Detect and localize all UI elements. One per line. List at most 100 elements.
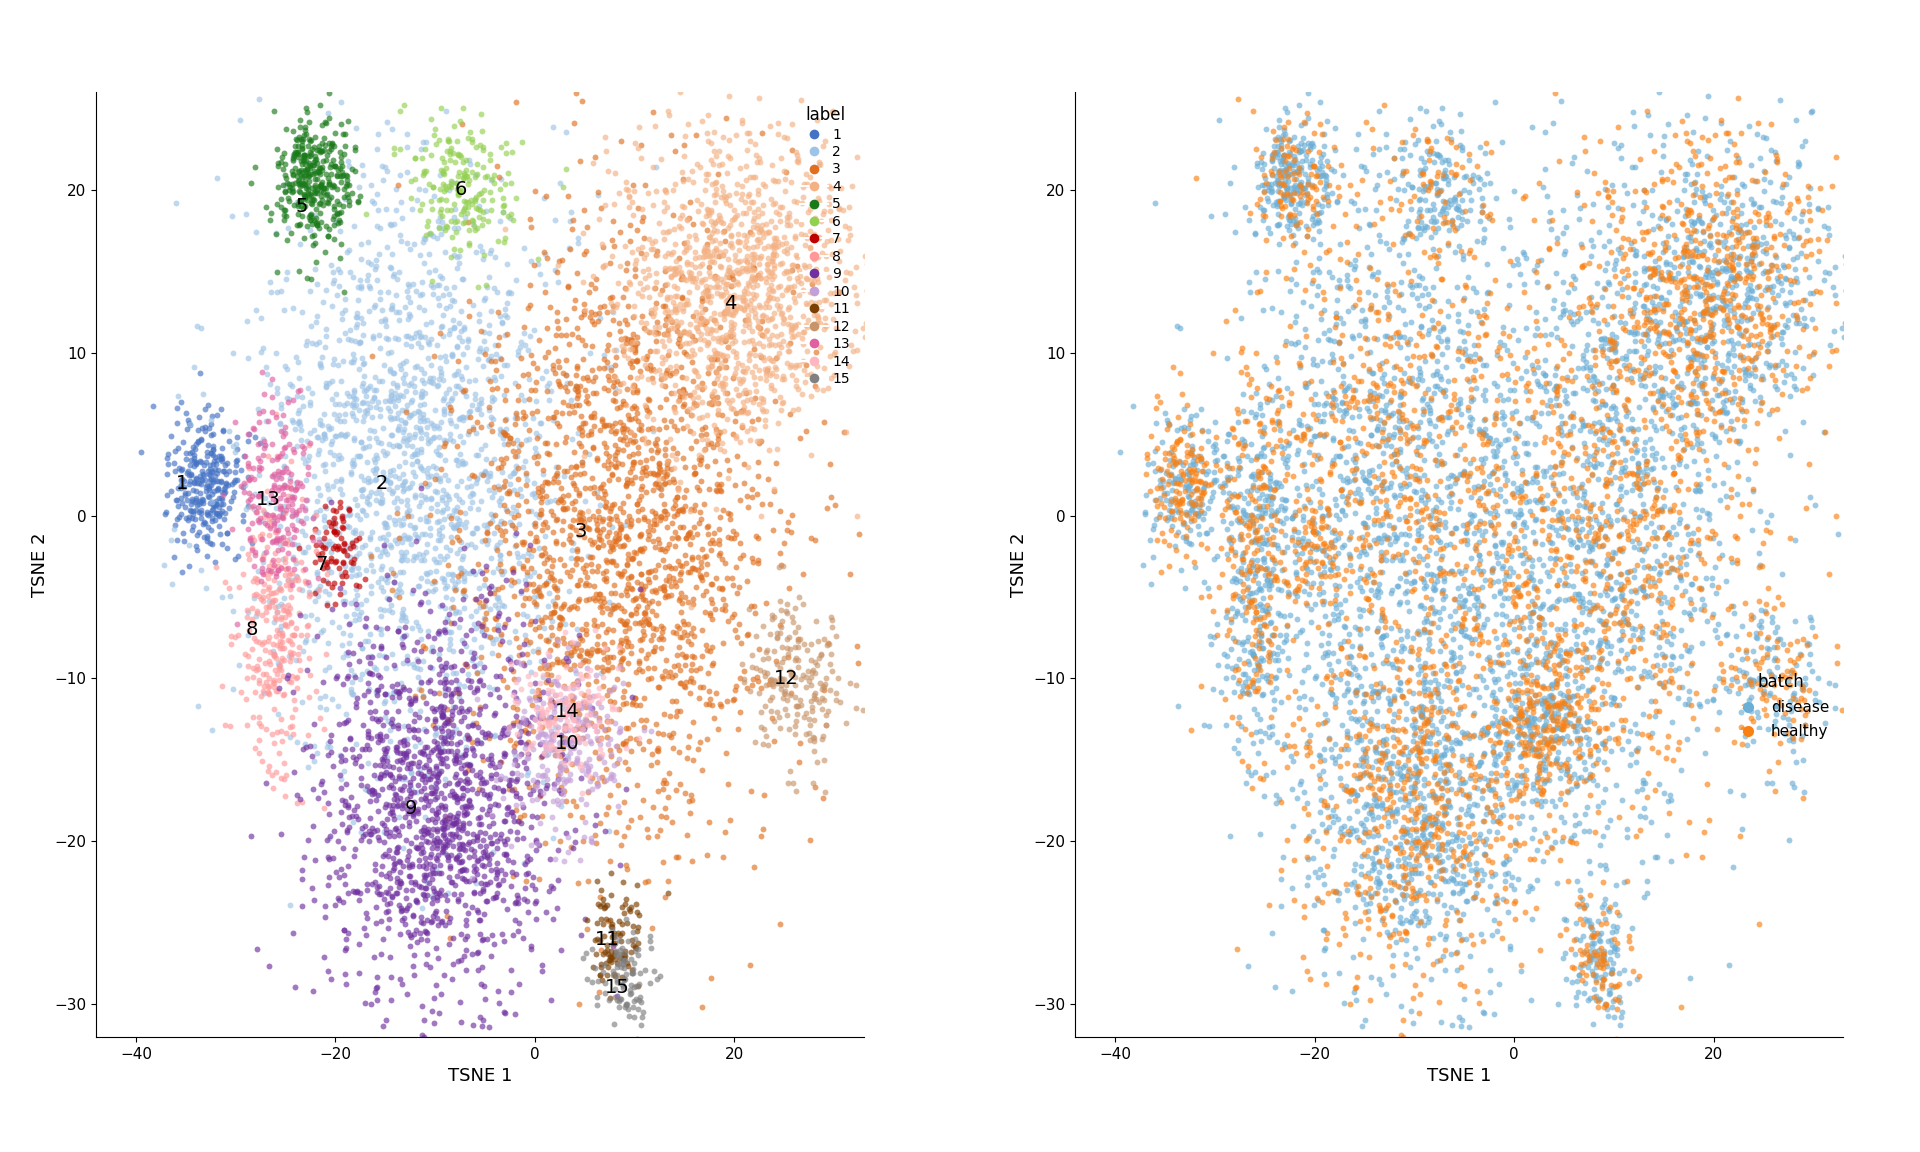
Point xyxy=(1367,387,1398,406)
Point xyxy=(745,247,776,265)
Point xyxy=(417,499,447,517)
Point xyxy=(1584,931,1615,949)
Point xyxy=(766,555,797,574)
Point xyxy=(1692,338,1722,356)
Point xyxy=(561,554,591,573)
Point xyxy=(680,500,710,518)
Point xyxy=(584,210,614,228)
Point xyxy=(411,923,442,941)
Point xyxy=(419,812,449,831)
Point xyxy=(386,516,417,535)
Point xyxy=(1344,725,1375,743)
Point xyxy=(1561,658,1592,676)
Point xyxy=(346,480,376,499)
Point xyxy=(591,335,622,354)
Point xyxy=(1688,303,1718,321)
Point xyxy=(1400,710,1430,728)
Point xyxy=(812,636,843,654)
Point xyxy=(1803,229,1834,248)
Point xyxy=(250,506,280,524)
Point xyxy=(476,415,507,433)
Point xyxy=(1354,536,1384,554)
Point xyxy=(1386,1117,1417,1136)
Point xyxy=(1501,698,1532,717)
Point xyxy=(1300,385,1331,403)
Point xyxy=(1645,562,1676,581)
Point xyxy=(253,588,284,606)
Point xyxy=(1716,553,1747,571)
Point xyxy=(572,706,603,725)
Point xyxy=(1500,710,1530,728)
Point xyxy=(296,606,326,624)
Point xyxy=(1286,544,1317,562)
Point xyxy=(403,577,434,596)
Point xyxy=(1273,395,1304,414)
Point xyxy=(651,303,682,321)
Point xyxy=(1469,744,1500,763)
Point xyxy=(1574,682,1605,700)
Point xyxy=(601,957,632,976)
Point xyxy=(1668,418,1699,437)
Point xyxy=(1279,737,1309,756)
Point xyxy=(795,832,826,850)
Point xyxy=(1419,293,1450,311)
Point xyxy=(463,350,493,369)
Point xyxy=(705,508,735,526)
Point xyxy=(540,635,570,653)
Point xyxy=(417,177,447,196)
Point xyxy=(394,310,424,328)
Point xyxy=(1476,464,1507,483)
Point xyxy=(707,578,737,597)
Point xyxy=(1298,217,1329,235)
Point xyxy=(444,219,474,237)
Point xyxy=(557,707,588,726)
Point xyxy=(353,437,384,455)
Point xyxy=(603,563,634,582)
Point xyxy=(1409,243,1440,262)
Point xyxy=(530,608,561,627)
Point xyxy=(497,926,528,945)
Point xyxy=(369,463,399,482)
Point xyxy=(507,596,538,614)
Point xyxy=(1724,369,1755,387)
Point xyxy=(1423,184,1453,203)
Point xyxy=(198,482,228,500)
Point xyxy=(781,150,812,168)
Point xyxy=(1453,480,1484,499)
Point xyxy=(1542,626,1572,644)
Point xyxy=(1242,464,1273,483)
Point xyxy=(597,538,628,556)
Point xyxy=(584,768,614,787)
Point xyxy=(1674,135,1705,153)
Point xyxy=(1380,1089,1411,1107)
Point xyxy=(486,828,516,847)
Point xyxy=(636,756,666,774)
Point xyxy=(772,336,803,355)
Point xyxy=(399,965,430,984)
Point xyxy=(530,574,561,592)
Point xyxy=(1457,524,1488,543)
Point xyxy=(616,471,647,490)
Point xyxy=(1620,245,1651,264)
Point xyxy=(1256,613,1286,631)
Point xyxy=(520,424,551,442)
Point xyxy=(465,763,495,781)
Point xyxy=(1167,385,1198,403)
Point xyxy=(219,470,250,488)
Point xyxy=(1380,839,1411,857)
Point xyxy=(1607,430,1638,448)
Point xyxy=(699,123,730,142)
Point xyxy=(703,344,733,363)
Point xyxy=(1244,414,1275,432)
Point xyxy=(760,439,791,457)
Point xyxy=(501,734,532,752)
Point xyxy=(444,827,474,846)
Point xyxy=(791,679,822,697)
Point xyxy=(365,494,396,513)
Point xyxy=(1782,380,1812,399)
Point xyxy=(1596,550,1626,568)
Point xyxy=(708,245,739,264)
Point xyxy=(1513,708,1544,727)
Point xyxy=(1359,786,1390,804)
Point xyxy=(1432,372,1463,391)
